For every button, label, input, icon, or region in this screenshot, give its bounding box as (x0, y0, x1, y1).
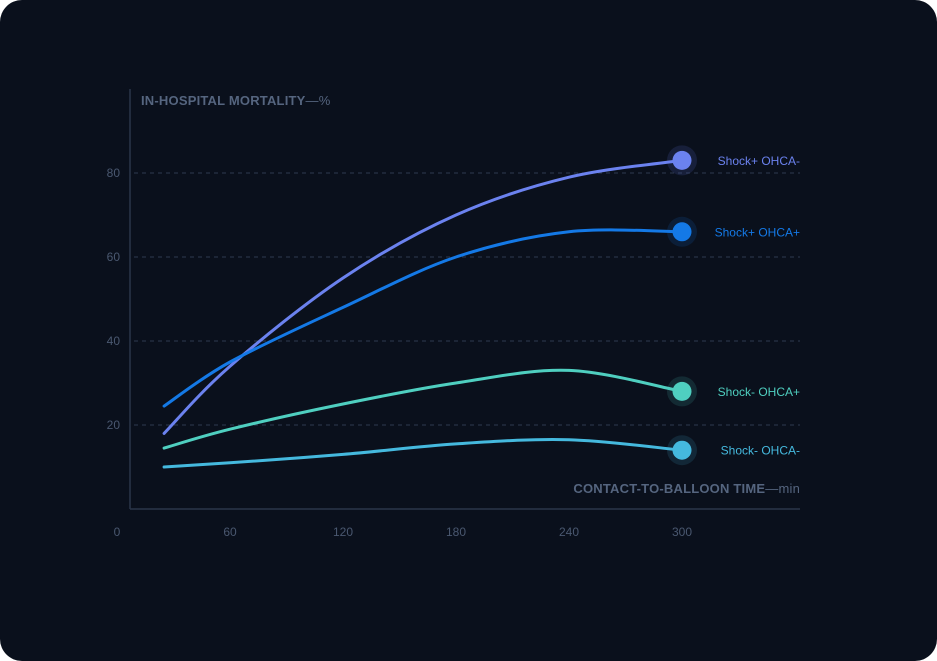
y-tick-label: 60 (107, 250, 121, 264)
grid-lines (134, 172, 800, 426)
x-tick-label: 300 (672, 525, 692, 539)
series-end-markers: Shock+ OHCA- Shock+ OHCA+ Shock- OHCA+ Shoc… (667, 145, 800, 466)
series-line-0 (162, 158, 684, 435)
series-line-1 (162, 228, 684, 408)
series-label-0: Shock+ OHCA- (718, 154, 800, 168)
series-line-3 (162, 437, 684, 469)
series-lines (162, 158, 684, 469)
x-axis-unit: —min (765, 481, 800, 496)
x-axis-title: CONTACT-TO-BALLOON TIME—min (573, 481, 800, 496)
x-axis-label: CONTACT-TO-BALLOON TIME (573, 481, 765, 496)
x-tick-label: 60 (223, 525, 237, 539)
series-end-point-3 (672, 440, 692, 460)
y-tick-label: 20 (107, 418, 121, 432)
tick-labels: 20 40 60 80 0 60 120 180 240 300 (107, 166, 693, 539)
series-label-3: Shock- OHCA- (721, 444, 800, 458)
series-end-point-2 (672, 381, 692, 401)
x-tick-label: 180 (446, 525, 466, 539)
y-tick-label: 80 (107, 166, 121, 180)
y-axis-unit: —% (306, 93, 331, 108)
series-end-point-1 (672, 222, 692, 242)
series-line-2 (162, 368, 684, 450)
y-axis-label: IN-HOSPITAL MORTALITY (141, 93, 306, 108)
x-tick-label: 0 (114, 525, 121, 539)
y-tick-label: 40 (107, 334, 121, 348)
x-tick-label: 120 (333, 525, 353, 539)
series-label-1: Shock+ OHCA+ (715, 225, 800, 239)
series-label-2: Shock- OHCA+ (718, 385, 800, 399)
series-end-point-0 (672, 150, 692, 170)
x-tick-label: 240 (559, 525, 579, 539)
y-axis-title: IN-HOSPITAL MORTALITY—% (141, 93, 331, 108)
